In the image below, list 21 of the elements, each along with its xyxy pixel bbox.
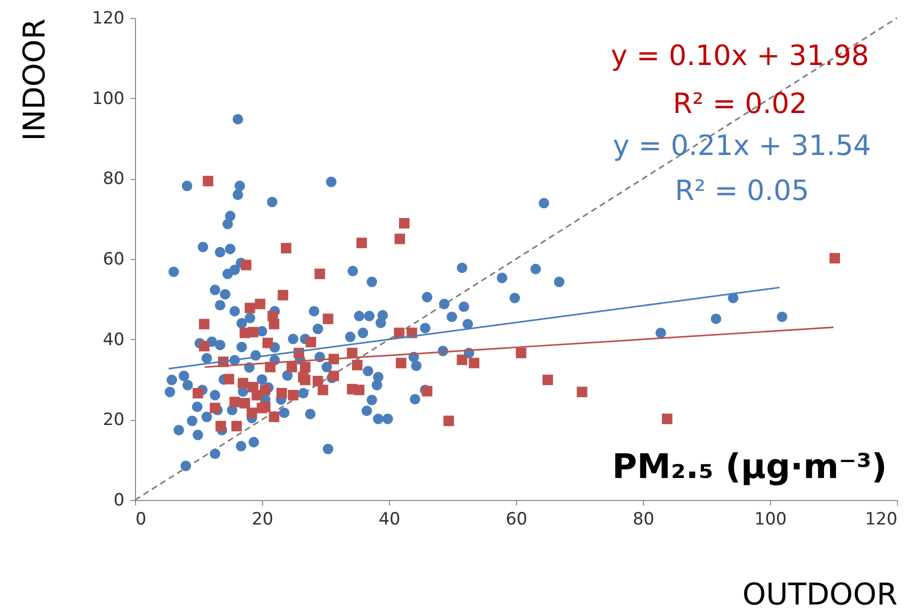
x-tick-label: 40 [378,510,400,530]
x-tick-label: 80 [632,510,654,530]
annotation: R² = 0.02 [672,87,808,120]
y-tick-label: 120 [92,8,124,28]
y-tick-label: 60 [102,250,124,270]
y-tick-label: 20 [102,410,124,430]
x-tick-label: 120 [865,510,898,530]
annotation: R² = 0.05 [674,174,810,207]
y-tick-label: 40 [102,330,124,350]
x-axis-title: OUTDOOR [742,578,898,612]
x-tick-label: 100 [754,510,787,530]
y-tick-label: 100 [92,88,124,109]
x-tick-label: 60 [506,510,528,530]
annotation: y = 0.21x + 31.54 [612,129,872,162]
x-tick-label: 20 [252,510,274,530]
y-tick-label: 0 [114,490,124,510]
y-tick-label: 80 [102,169,124,190]
y-axis-title: INDOOR [18,18,52,141]
annotation: PM₂.₅ (μg·m⁻³) [612,447,887,487]
annotation: y = 0.10x + 31.98 [610,39,870,72]
x-tick-label: 0 [136,510,146,530]
